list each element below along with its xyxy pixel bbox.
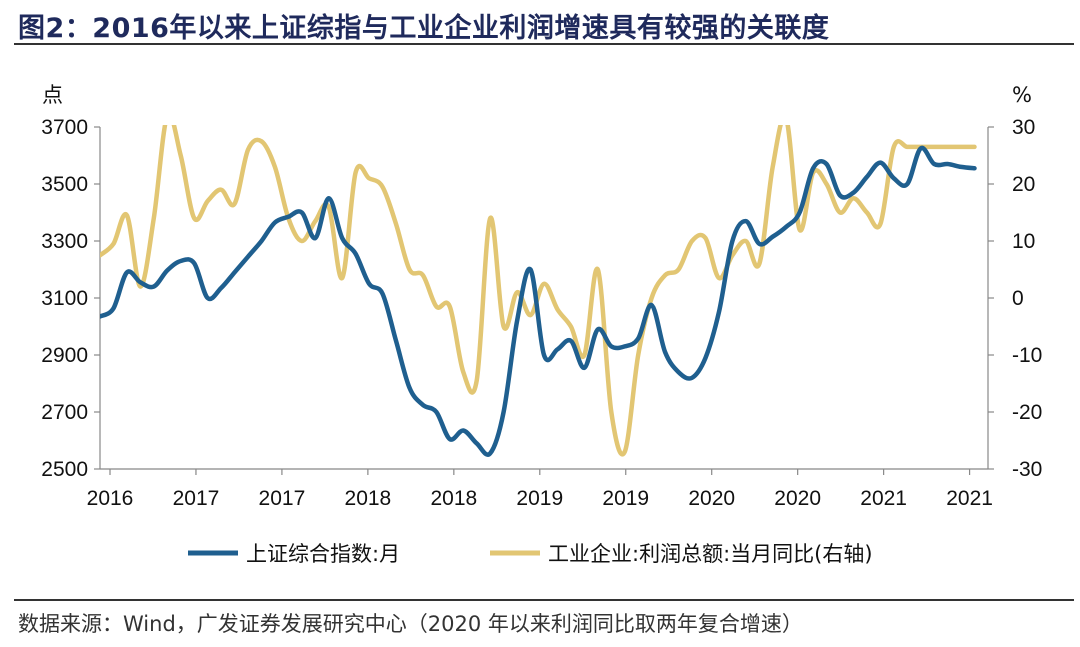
left-tick-label: 3500: [41, 173, 88, 196]
x-tick-label: 2017: [259, 487, 306, 510]
legend-label-profit: 工业企业:利润总额:当月同比(右轴): [548, 542, 873, 566]
left-axis-unit: 点: [42, 83, 63, 107]
x-tick-label: 2019: [602, 487, 649, 510]
x-tick-label: 2019: [516, 487, 563, 510]
line-chart: 3700 3500 3300 3100 2900 2700 2500 30 20 10 0 -10 -2…: [41, 83, 1042, 566]
x-tick-label: 2016: [87, 487, 134, 510]
chart-title: 图2：2016年以来上证综指与工业企业利润增速具有较强的关联度: [18, 13, 830, 44]
series-lines: [100, 125, 977, 457]
right-tick-label: -10: [1012, 344, 1042, 367]
x-tick-label: 2021: [860, 487, 907, 510]
x-tick-label: 2020: [774, 487, 821, 510]
right-axis-unit: %: [1012, 83, 1032, 107]
left-tick-label: 3300: [41, 230, 88, 253]
source-divider: [14, 599, 1074, 601]
x-tick-label: 2018: [430, 487, 477, 510]
x-tick-label: 2020: [688, 487, 735, 510]
x-tick-label: 2017: [173, 487, 220, 510]
legend: 上证综合指数:月 工业企业:利润总额:当月同比(右轴): [188, 542, 873, 566]
legend-label-index: 上证综合指数:月: [246, 542, 400, 566]
left-tick-label: 3100: [41, 287, 88, 310]
title-divider: [14, 43, 1074, 45]
right-tick-label: -20: [1012, 401, 1042, 424]
left-tick-label: 2900: [41, 344, 88, 367]
series-line-profit-growth: [100, 125, 977, 457]
right-tick-label: 10: [1012, 230, 1035, 253]
right-tick-label: 30: [1012, 116, 1035, 139]
left-tick-label: 2500: [41, 458, 88, 481]
source-note: 数据来源：Wind，广发证券发展研究中心（2020 年以来利润同比取两年复合增速…: [18, 612, 803, 636]
series-line-composite-index: [100, 145, 977, 457]
right-tick-label: 20: [1012, 173, 1035, 196]
x-tick-label: 2021: [946, 487, 993, 510]
tick-labels: 3700 3500 3300 3100 2900 2700 2500 30 20 10 0 -10 -2…: [41, 116, 1042, 510]
x-tick-label: 2018: [345, 487, 392, 510]
right-tick-label: 0: [1012, 287, 1024, 310]
chart-axes: [94, 126, 994, 475]
left-tick-label: 3700: [41, 116, 88, 139]
left-tick-label: 2700: [41, 401, 88, 424]
right-tick-label: -30: [1012, 458, 1042, 481]
